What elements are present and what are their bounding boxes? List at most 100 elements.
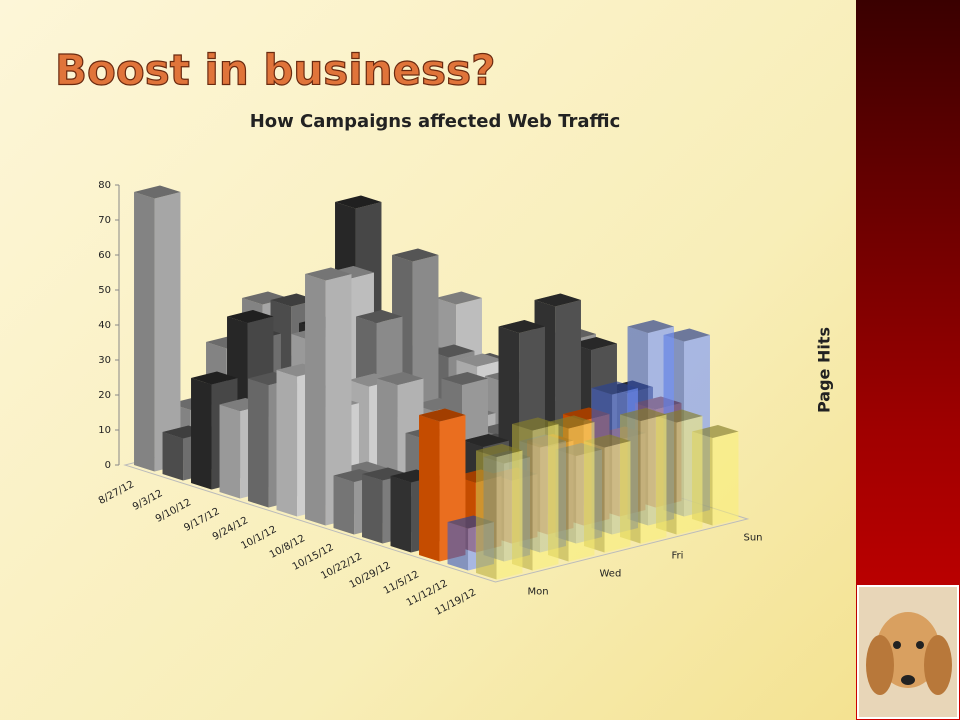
bar-top — [570, 337, 617, 350]
bar-top — [333, 469, 380, 482]
bar-top-shade — [656, 409, 703, 423]
bar-top-shade — [627, 320, 674, 333]
bar-front-shade — [248, 378, 269, 508]
bar-front-shade — [333, 475, 355, 535]
bar-top-shade — [591, 381, 638, 395]
bar-front — [419, 415, 440, 562]
bar-front-shade — [162, 432, 184, 481]
bar-front — [248, 378, 269, 508]
bar-side — [604, 441, 631, 553]
bar-top — [392, 248, 439, 262]
bar-front — [305, 274, 326, 526]
bar — [476, 444, 523, 580]
bar-front — [447, 522, 469, 571]
bar-top-shade — [348, 373, 395, 387]
bar-top-shade — [620, 408, 667, 421]
bar-front-shade — [191, 378, 212, 490]
bar-front-shade — [362, 474, 383, 544]
bar-top-shade — [335, 195, 382, 209]
bar-front — [390, 476, 412, 553]
bar-side — [676, 416, 703, 535]
bar-top — [441, 372, 488, 385]
y-tick-label: 10 — [98, 425, 111, 436]
bar-side — [154, 192, 181, 472]
bar-top — [305, 267, 352, 281]
bar-top-shade — [419, 408, 466, 422]
bar-front-shade — [476, 450, 497, 580]
axis-label: Page Hits — [815, 327, 834, 413]
x-tick-label: 9/3/12 — [131, 488, 165, 513]
bar-top-shade — [498, 320, 545, 333]
bar-front-shade — [219, 404, 241, 499]
bar-top-shade — [356, 310, 403, 323]
bar-top — [498, 320, 545, 333]
y-tick-label: 70 — [98, 215, 111, 226]
bar-front — [219, 404, 241, 499]
y-tick-label: 40 — [98, 320, 111, 331]
bar-top — [362, 467, 409, 481]
bar-top-shade — [377, 372, 424, 385]
slide-title: Boost in business? — [55, 46, 495, 95]
bar-top-shade — [333, 469, 380, 482]
bar-front — [476, 450, 497, 580]
bar-front-shade — [276, 370, 298, 517]
bar-top — [419, 408, 466, 422]
bar-top-shade — [428, 344, 475, 358]
bar-top — [584, 434, 631, 448]
bar-top — [512, 417, 559, 431]
bar-top-shade — [362, 467, 409, 481]
bar-side — [532, 424, 559, 571]
bar — [134, 185, 181, 472]
bar-top — [134, 185, 181, 199]
bar-top-shade — [305, 267, 352, 281]
bar-front — [134, 192, 155, 472]
bar-side — [712, 431, 739, 526]
bar-front — [191, 378, 212, 490]
bar-front — [362, 474, 383, 544]
depth-tick-label: Wed — [600, 569, 622, 580]
bar-top-shade — [456, 353, 503, 367]
bar-front — [333, 475, 355, 535]
y-tick-label: 80 — [98, 180, 111, 191]
bar-top — [692, 425, 739, 438]
bar-side-shade — [604, 441, 631, 553]
bar-top — [462, 434, 509, 447]
bar-top-shade — [692, 425, 739, 438]
bar-top-shade — [441, 372, 488, 385]
bar-top — [627, 320, 674, 333]
bar-top-shade — [570, 337, 617, 350]
bar-side-shade — [496, 450, 523, 580]
bar-top-shade — [191, 371, 238, 385]
bar-top-shade — [584, 434, 631, 448]
bar-side — [496, 450, 523, 580]
bar-front-shade — [419, 415, 440, 562]
depth-tick-label: Mon — [528, 587, 549, 598]
bar-side — [568, 422, 595, 562]
bar-front-shade — [390, 476, 412, 553]
bar-top-shade — [663, 328, 710, 342]
bar — [305, 267, 352, 526]
bar-top — [191, 371, 238, 385]
bar-top — [476, 444, 523, 457]
bar-top — [242, 291, 289, 305]
bar-top — [428, 344, 475, 358]
bar-top — [591, 381, 638, 395]
bar — [419, 408, 466, 562]
bar-front — [276, 370, 298, 517]
chart-title: How Campaigns affected Web Traffic — [250, 111, 621, 132]
y-tick-label: 60 — [98, 250, 111, 261]
depth-tick-label: Fri — [672, 551, 684, 562]
bar-top — [348, 373, 395, 387]
bar-top-shade — [548, 415, 595, 429]
bar-top-shade — [476, 444, 523, 457]
bar-side-shade — [325, 274, 352, 526]
bar-top-shade — [227, 310, 274, 323]
bar-front-shade — [447, 522, 469, 571]
bar-side-shade — [532, 424, 559, 571]
bar-side-shade — [676, 416, 703, 535]
bar-top-shade — [534, 293, 581, 307]
bar-front-shade — [305, 274, 326, 526]
bar-top-shade — [134, 185, 181, 199]
bar-side — [640, 414, 667, 544]
